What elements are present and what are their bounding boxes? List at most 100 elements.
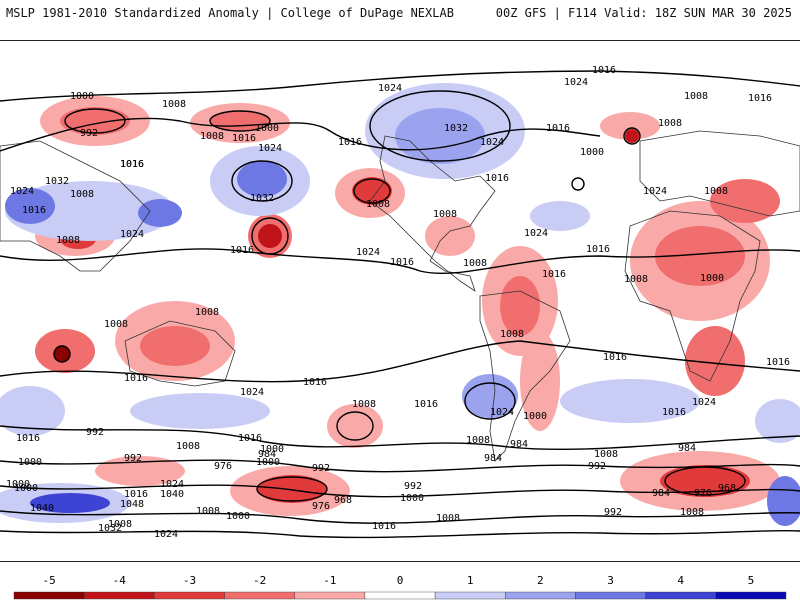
contour-label: 1016: [120, 159, 144, 170]
colorbar-swatch: [154, 591, 225, 600]
colorbar-swatch: [294, 591, 366, 600]
colorbar-tick-label: 1: [467, 574, 474, 587]
contour-label: 984: [652, 488, 670, 499]
contour-label: 1000: [260, 444, 284, 455]
contour-label: 1000: [70, 91, 94, 102]
contour-label: 984: [510, 439, 528, 450]
colorbar-swatch: [715, 591, 787, 600]
isobar-closed: [464, 382, 516, 420]
isobar-line: [0, 510, 800, 524]
colorbar-tick-label: 3: [607, 574, 614, 587]
contour-label: 1024: [258, 143, 282, 154]
isobar-closed: [64, 108, 126, 134]
contour-label: 1000: [523, 411, 547, 422]
anomaly-positive: [625, 129, 639, 143]
anomaly-positive: [500, 276, 540, 336]
contour-label: 1024: [524, 228, 548, 239]
colorbar-tick-label: -3: [183, 574, 196, 587]
contour-label: 1016: [586, 244, 610, 255]
contour-label: 1016: [372, 521, 396, 532]
contour-label: 1016: [238, 433, 262, 444]
contour-label: 1008: [624, 274, 648, 285]
contour-label: 1008: [162, 99, 186, 110]
colorbar-tick-label: -5: [42, 574, 55, 587]
contour-label: 1016: [338, 137, 362, 148]
contour-label: 1008: [658, 118, 682, 129]
isobar-closed: [623, 127, 641, 145]
contour-label: 992: [404, 481, 422, 492]
contour-label: 1016: [414, 399, 438, 410]
contour-label: 984: [258, 449, 276, 460]
isobar-closed: [369, 90, 511, 162]
contour-label: 1016: [748, 93, 772, 104]
south-america-outline: [479, 290, 571, 462]
contour-label: 1016: [662, 407, 686, 418]
contour-label: 1008: [704, 186, 728, 197]
colorbar-swatch: [434, 591, 506, 600]
anomaly-positive: [258, 224, 282, 248]
contour-label: 1016: [592, 65, 616, 76]
anomaly-negative: [5, 188, 55, 224]
colorbar: -5 -4 -3 -2 -1 0 1 2 3 4 5: [0, 568, 800, 600]
colorbar-swatch: [645, 591, 717, 600]
colorbar-tick-label: 0: [397, 574, 404, 587]
map-canvas: 1000 1008 992 1008 1016 1000 1016 1024 1…: [0, 65, 800, 540]
contour-label: 976: [312, 501, 330, 512]
contour-label: 1000: [400, 493, 424, 504]
contour-label: 1032: [250, 193, 274, 204]
isobar-contours: [0, 70, 800, 539]
isobar-closed: [231, 160, 293, 202]
contour-label: 1024: [480, 137, 504, 148]
isobar-closed: [256, 476, 328, 502]
contour-label: 1016: [230, 245, 254, 256]
anomaly-negative: [138, 199, 182, 227]
contour-label: 1032: [444, 123, 468, 134]
contour-label: 1000: [18, 457, 42, 468]
anomaly-negative: [395, 108, 485, 164]
contour-label: 1024: [160, 479, 184, 490]
contour-label: 992: [80, 128, 98, 139]
contour-label: 1000: [226, 511, 250, 522]
contour-label: 1024: [240, 387, 264, 398]
anomaly-positive: [425, 216, 475, 256]
anomaly-positive: [655, 226, 745, 286]
contour-label: 1000: [700, 273, 724, 284]
colorbar-tick-label: -1: [323, 574, 336, 587]
contour-label: 992: [124, 453, 142, 464]
contour-label: 1008: [594, 449, 618, 460]
contour-label: 1008: [56, 235, 80, 246]
isobar-closed: [251, 217, 289, 255]
colorbar-ticks: -5 -4 -3 -2 -1 0 1 2 3 4 5: [42, 574, 754, 587]
contour-label: 1016: [303, 377, 327, 388]
isobar-line: [0, 529, 800, 539]
contour-label: 1008: [433, 209, 457, 220]
contour-label: 1016: [22, 205, 46, 216]
colorbar-tick-label: 5: [748, 574, 755, 587]
contour-label: 1024: [564, 77, 588, 88]
contour-label: 992: [312, 463, 330, 474]
anomaly-negative: [0, 386, 65, 436]
anomaly-positive: [710, 179, 780, 223]
isobar-line: [0, 484, 800, 498]
contour-label: 1040: [160, 489, 184, 500]
contour-label: 1016: [124, 373, 148, 384]
eurasia-outline: [639, 130, 800, 217]
isobar-closed: [664, 466, 746, 496]
contour-label: 1008: [104, 319, 128, 330]
isobar-line: [0, 248, 800, 275]
contour-label: 1008: [200, 131, 224, 142]
contour-label: 1000: [6, 479, 30, 490]
contour-label: 1000: [14, 483, 38, 494]
colorbar-swatch: [575, 591, 646, 600]
colorbar-swatch: [505, 591, 576, 600]
contour-label: 1016: [485, 173, 509, 184]
contour-label: 1016: [124, 489, 148, 500]
isobar-closed: [53, 345, 71, 363]
contour-label: 992: [588, 461, 606, 472]
contour-label: 1008: [463, 258, 487, 269]
contour-label: 1016: [766, 357, 790, 368]
anomaly-positive: [600, 112, 660, 140]
anomaly-negative: [530, 201, 590, 231]
contour-label: 1000: [255, 123, 279, 134]
africa-outline: [624, 210, 761, 382]
